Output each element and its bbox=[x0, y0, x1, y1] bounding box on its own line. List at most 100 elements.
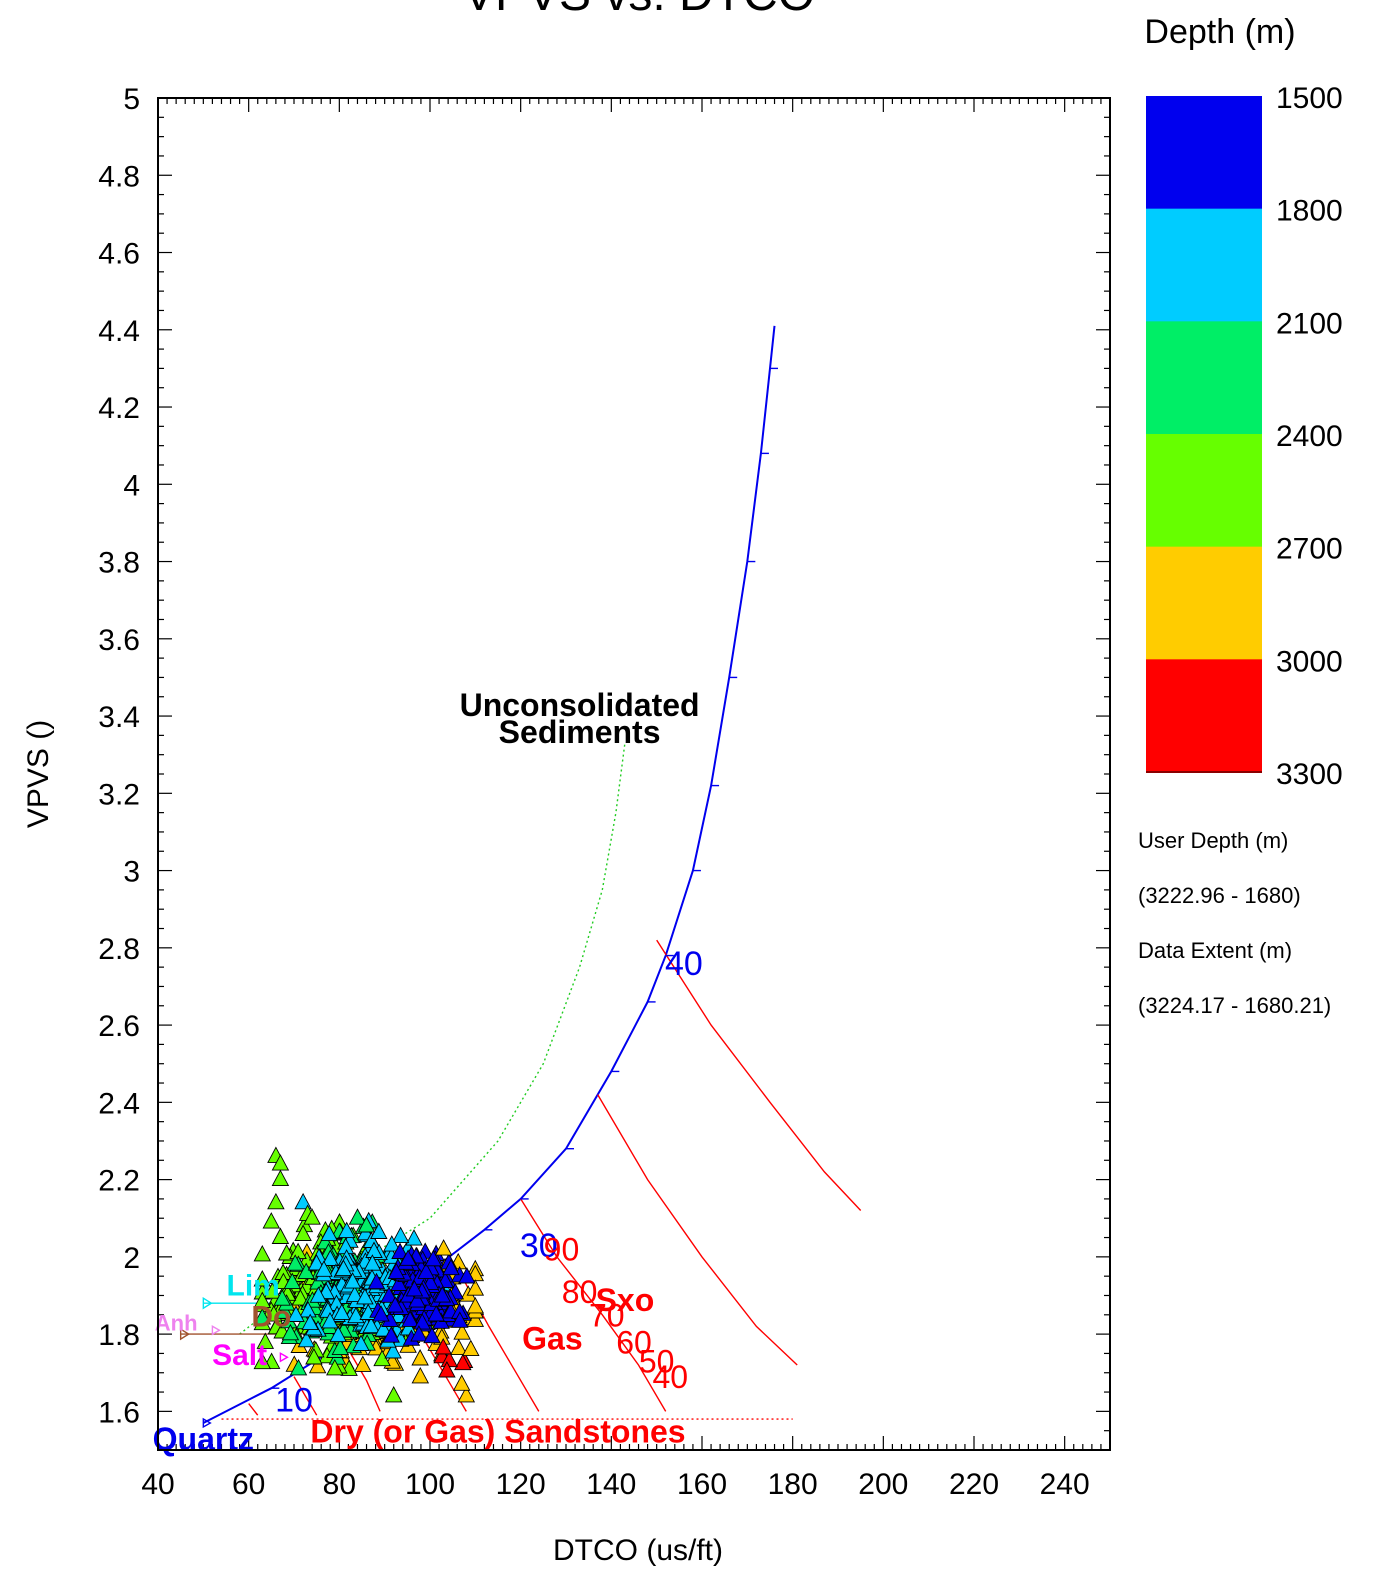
y-tick-label: 4 bbox=[123, 469, 140, 502]
colorbar-band bbox=[1146, 96, 1262, 210]
y-tick-label: 2 bbox=[123, 1242, 140, 1275]
data-point bbox=[307, 1254, 326, 1271]
data-point bbox=[413, 1313, 431, 1330]
data-point bbox=[367, 1272, 386, 1290]
data-point bbox=[390, 1274, 408, 1291]
y-tick-label: 2.6 bbox=[98, 1010, 140, 1043]
data-point bbox=[466, 1310, 485, 1327]
annotation-label: 80 bbox=[562, 1274, 598, 1310]
data-point bbox=[423, 1326, 441, 1344]
overlay-line bbox=[293, 1376, 318, 1416]
data-point bbox=[283, 1272, 302, 1290]
annotation-label: 40 bbox=[652, 1359, 688, 1395]
y-tick-label: 4.2 bbox=[98, 392, 140, 425]
data-point bbox=[277, 1244, 296, 1261]
data-point bbox=[291, 1289, 310, 1306]
data-point bbox=[427, 1304, 445, 1322]
annotation-label: 70 bbox=[589, 1297, 625, 1333]
colorbar-band bbox=[1146, 321, 1262, 435]
data-point bbox=[294, 1192, 312, 1210]
y-tick-label: 2.8 bbox=[98, 933, 140, 966]
data-point bbox=[315, 1260, 333, 1277]
overlay-line bbox=[520, 1198, 667, 1412]
data-point bbox=[309, 1286, 328, 1303]
data-point bbox=[253, 1291, 272, 1309]
lime-marker bbox=[202, 1296, 213, 1310]
data-point bbox=[411, 1366, 430, 1384]
data-point bbox=[383, 1235, 401, 1252]
data-point bbox=[253, 1270, 272, 1287]
data-point bbox=[434, 1239, 453, 1256]
colorbar-band bbox=[1146, 546, 1262, 660]
x-tick-labels: 40 60 80 100 120 140 160 180 200 220 240 bbox=[141, 1468, 1089, 1501]
y-tick-labels: 1.6 1.8 2 2.2 2.4 2.6 2.8 3 3.2 3.4 3.6 3.8 4 4.2 4.4 4… bbox=[98, 83, 140, 1429]
data-point bbox=[405, 1229, 423, 1246]
y-tick-label: 2.4 bbox=[98, 1087, 140, 1120]
annotation-label: Unconsolidated bbox=[460, 687, 700, 723]
salt-marker bbox=[279, 1352, 289, 1363]
data-point bbox=[452, 1374, 471, 1391]
data-point bbox=[352, 1334, 370, 1351]
data-point bbox=[273, 1289, 291, 1306]
data-point bbox=[454, 1353, 472, 1371]
x-tick-label: 80 bbox=[323, 1468, 356, 1501]
data-point bbox=[294, 1224, 312, 1241]
annotation-label: Anh bbox=[155, 1310, 198, 1335]
annotation-label: Sediments bbox=[499, 714, 661, 750]
data-point bbox=[370, 1222, 388, 1239]
y-axis-title: VPVS () bbox=[22, 720, 55, 828]
data-point bbox=[453, 1323, 471, 1340]
data-point bbox=[343, 1272, 362, 1289]
data-point bbox=[253, 1352, 272, 1370]
colorbar-label: 1500 bbox=[1276, 82, 1343, 115]
data-point bbox=[405, 1279, 424, 1297]
y-tick-label: 4.4 bbox=[98, 315, 140, 348]
colorbar-title: Depth (m) bbox=[1144, 13, 1295, 51]
data-point bbox=[449, 1338, 468, 1356]
data-point bbox=[276, 1302, 294, 1319]
data-point bbox=[356, 1287, 374, 1305]
data-point bbox=[286, 1254, 304, 1271]
info-line: Data Extent (m) bbox=[1138, 938, 1292, 963]
data-point bbox=[401, 1310, 419, 1327]
data-point bbox=[305, 1348, 323, 1365]
data-point bbox=[308, 1356, 327, 1374]
data-point bbox=[297, 1330, 316, 1348]
colorbar-label: 2700 bbox=[1276, 533, 1343, 566]
info-line: (3222.96 - 1680) bbox=[1138, 883, 1301, 908]
annotation-label: Gas bbox=[522, 1321, 582, 1357]
data-point bbox=[299, 1300, 317, 1318]
x-tick-label: 200 bbox=[858, 1468, 908, 1501]
y-tick-label: 3.4 bbox=[98, 701, 140, 734]
annotation-label: Dry (or Gas) Sandstones bbox=[310, 1413, 685, 1449]
y-tick-label: 3.6 bbox=[98, 624, 140, 657]
annotation-label: 60 bbox=[616, 1324, 652, 1360]
y-tick-label: 3.8 bbox=[98, 547, 140, 580]
annotation-label: 40 bbox=[665, 945, 703, 983]
data-point bbox=[287, 1305, 305, 1322]
data-point bbox=[329, 1325, 347, 1343]
data-point bbox=[382, 1326, 400, 1343]
data-point bbox=[253, 1308, 272, 1325]
data-point bbox=[417, 1262, 435, 1279]
y-tick-label: 4.6 bbox=[98, 238, 140, 271]
data-point bbox=[384, 1342, 402, 1359]
y-tick-label: 1.8 bbox=[98, 1319, 140, 1352]
annotation-label: Lim bbox=[227, 1269, 280, 1302]
data-point bbox=[372, 1305, 390, 1322]
data-point bbox=[391, 1242, 409, 1259]
y-tick-label: 2.2 bbox=[98, 1165, 140, 1198]
y-tick-label: 3 bbox=[123, 856, 140, 889]
plot-area bbox=[158, 98, 1110, 1450]
y-tick-label: 4.8 bbox=[98, 160, 140, 193]
info-line: (3224.17 - 1680.21) bbox=[1138, 993, 1331, 1018]
data-point bbox=[434, 1337, 452, 1355]
colorbar-label: 2100 bbox=[1276, 307, 1343, 340]
x-tick-label: 180 bbox=[768, 1468, 818, 1501]
x-tick-label: 140 bbox=[586, 1468, 636, 1501]
x-tick-label: 40 bbox=[141, 1468, 174, 1501]
colorbar-band bbox=[1146, 208, 1262, 322]
overlay-line bbox=[347, 1349, 381, 1412]
x-tick-label: 60 bbox=[232, 1468, 265, 1501]
colorbar-label: 1800 bbox=[1276, 195, 1343, 228]
